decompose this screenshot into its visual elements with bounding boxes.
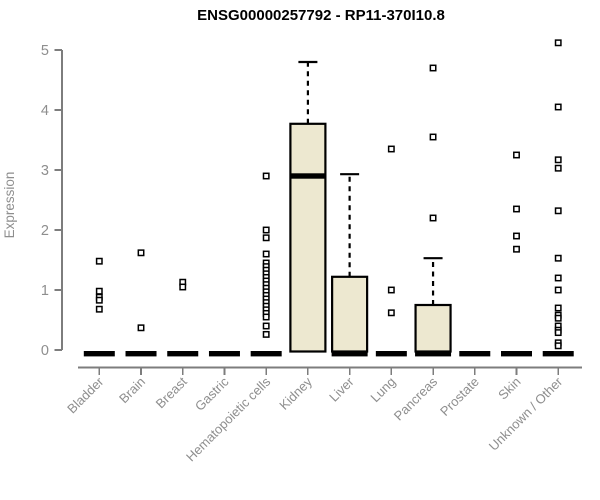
- zero-bar-skin: [501, 351, 532, 357]
- outlier-point-skin: [513, 205, 520, 213]
- outlier-point-unknown-other: [554, 156, 562, 164]
- zero-bar-lung: [375, 351, 407, 357]
- outlier-point-lung: [387, 309, 395, 317]
- outlier-point-skin: [513, 232, 520, 240]
- y-axis-title: Expression: [2, 172, 17, 239]
- box-pancreas: [414, 303, 452, 353]
- median-line-pancreas: [415, 351, 452, 357]
- zero-bar-prostate: [459, 351, 491, 357]
- outlier-point-bladder: [95, 305, 103, 313]
- outlier-point-lung: [387, 145, 395, 153]
- zero-bar-gastric: [208, 351, 240, 357]
- outlier-point-lung: [387, 286, 395, 294]
- x-category-label-liver: Liver: [326, 374, 357, 405]
- zero-bar-brain: [125, 351, 157, 357]
- box-kidney: [289, 122, 327, 353]
- outlier-point-skin: [513, 245, 520, 253]
- zero-bar-hematopoietic-cells: [250, 351, 282, 357]
- x-category-label-skin: Skin: [495, 374, 523, 402]
- outlier-point-unknown-other: [554, 304, 562, 312]
- zero-bar-breast: [167, 351, 199, 357]
- box-liver: [331, 275, 369, 353]
- outlier-point-unknown-other: [554, 39, 562, 47]
- x-category-label-unknown-other: Unknown / Other: [486, 374, 566, 454]
- x-category-label-breast: Breast: [153, 374, 190, 411]
- outlier-point-unknown-other: [554, 329, 562, 337]
- x-category-label-lung: Lung: [367, 374, 398, 405]
- x-category-label-kidney: Kidney: [276, 374, 315, 413]
- outlier-point-unknown-other: [554, 207, 562, 215]
- outlier-point-hematopoietic-cells: [262, 330, 270, 338]
- outlier-point-unknown-other: [554, 254, 562, 262]
- x-category-label-brain: Brain: [116, 374, 148, 406]
- median-line-kidney: [290, 173, 326, 179]
- chart-title: ENSG00000257792 - RP11-370I10.8: [197, 7, 445, 24]
- outlier-point-bladder: [95, 296, 103, 304]
- x-category-label-bladder: Bladder: [64, 374, 107, 417]
- y-tick-label-0: 0: [41, 343, 49, 359]
- outlier-point-breast: [179, 283, 187, 291]
- outlier-point-unknown-other: [554, 342, 562, 350]
- outlier-point-hematopoietic-cells: [262, 250, 270, 258]
- outlier-point-brain: [137, 324, 145, 332]
- x-category-label-prostate: Prostate: [437, 374, 482, 419]
- y-tick-label-5: 5: [41, 43, 49, 59]
- outlier-point-unknown-other: [554, 274, 562, 282]
- outlier-point-unknown-other: [554, 314, 562, 322]
- outlier-point-hematopoietic-cells: [262, 234, 270, 242]
- median-line-liver: [331, 351, 368, 357]
- outlier-point-unknown-other: [554, 103, 562, 111]
- outlier-point-hematopoietic-cells: [262, 226, 270, 234]
- outlier-point-bladder: [95, 257, 103, 265]
- outlier-point-pancreas: [429, 133, 437, 141]
- outlier-point-bladder: [95, 287, 103, 295]
- x-category-label-gastric: Gastric: [192, 374, 232, 414]
- outlier-point-unknown-other: [554, 286, 562, 294]
- outlier-point-hematopoietic-cells: [262, 172, 270, 180]
- y-tick-label-2: 2: [41, 223, 49, 239]
- y-tick-label-3: 3: [41, 163, 49, 179]
- y-tick-label-4: 4: [41, 103, 49, 119]
- outlier-point-unknown-other: [554, 164, 562, 172]
- outlier-point-pancreas: [429, 214, 437, 222]
- y-tick-label-1: 1: [41, 283, 49, 299]
- outlier-point-hematopoietic-cells: [262, 313, 270, 321]
- zero-bar-unknown-other: [542, 351, 574, 357]
- outlier-point-hematopoietic-cells: [262, 322, 270, 330]
- outlier-point-pancreas: [429, 64, 437, 72]
- x-category-label-pancreas: Pancreas: [391, 374, 441, 424]
- outlier-point-skin: [513, 151, 520, 159]
- outlier-point-brain: [137, 249, 145, 257]
- zero-bar-bladder: [83, 351, 115, 357]
